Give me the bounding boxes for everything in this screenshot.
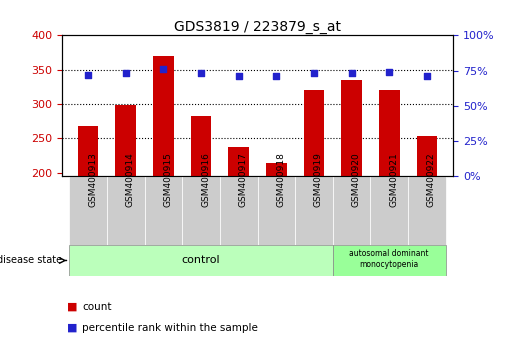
Text: GSM400919: GSM400919 (314, 152, 323, 207)
Point (234, 73, 243, 79)
Bar (333, 176, 370, 245)
Text: GSM400918: GSM400918 (277, 152, 285, 207)
Point (122, 70, 130, 76)
Bar (417, 136, 437, 310)
Text: GSM400915: GSM400915 (163, 152, 173, 207)
Bar (370, 176, 408, 245)
Point (272, 73, 281, 79)
Text: ■: ■ (67, 302, 77, 312)
Bar (228, 147, 249, 310)
Text: count: count (82, 302, 112, 312)
Text: GSM400920: GSM400920 (352, 152, 360, 207)
Text: GSM400914: GSM400914 (126, 152, 135, 207)
Bar (220, 176, 258, 245)
Bar (107, 176, 145, 245)
Bar (333, 245, 445, 276)
Bar (379, 90, 400, 310)
Bar (145, 176, 182, 245)
Text: percentile rank within the sample: percentile rank within the sample (82, 323, 259, 333)
Bar (266, 163, 287, 310)
Text: autosomal dominant
monocytopenia: autosomal dominant monocytopenia (350, 249, 429, 269)
Text: control: control (182, 256, 220, 266)
Text: GSM400921: GSM400921 (389, 152, 398, 207)
Point (84, 72, 92, 78)
Point (348, 70, 356, 76)
Bar (78, 126, 98, 310)
Bar (115, 105, 136, 310)
Text: GSM400916: GSM400916 (201, 152, 210, 207)
Bar (70, 176, 107, 245)
Point (310, 70, 318, 76)
Bar (408, 176, 445, 245)
Bar (70, 245, 333, 276)
Text: GSM400922: GSM400922 (427, 152, 436, 207)
Point (197, 70, 205, 76)
Bar (191, 116, 211, 310)
Bar (182, 176, 220, 245)
Bar (304, 90, 324, 310)
Bar (258, 176, 295, 245)
Bar (295, 176, 333, 245)
Text: GSM400913: GSM400913 (88, 152, 97, 207)
Text: GSM400917: GSM400917 (238, 152, 248, 207)
Bar (341, 80, 362, 310)
Point (423, 73, 431, 79)
Point (385, 69, 393, 75)
Point (159, 66, 167, 72)
Text: disease state: disease state (0, 256, 62, 266)
Text: ■: ■ (67, 323, 77, 333)
Title: GDS3819 / 223879_s_at: GDS3819 / 223879_s_at (174, 21, 341, 34)
Bar (153, 56, 174, 310)
